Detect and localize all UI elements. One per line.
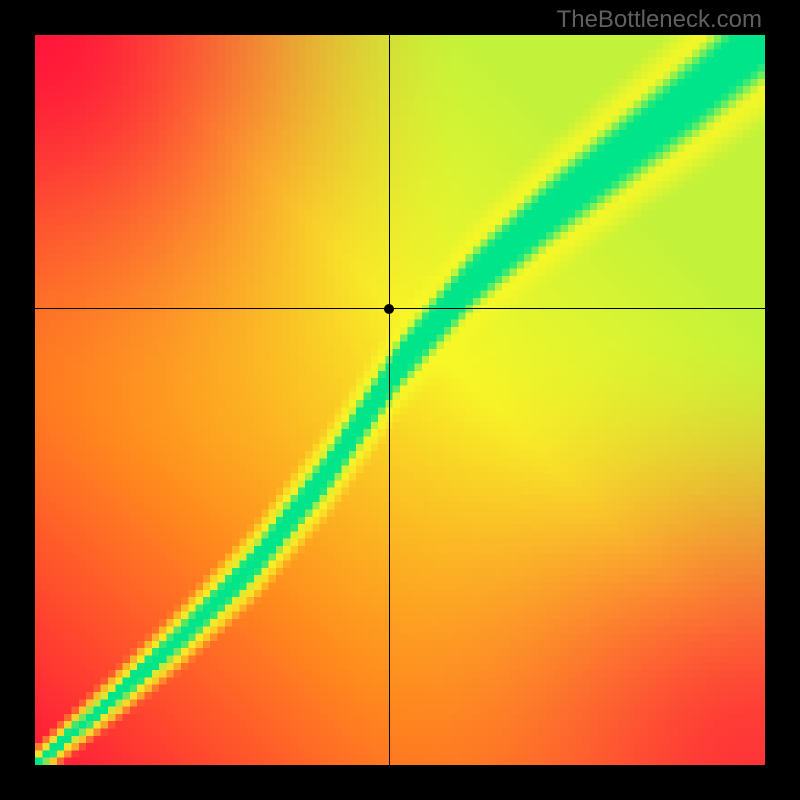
heatmap-canvas: [35, 35, 765, 765]
crosshair-vertical: [389, 35, 390, 765]
plot-area: [35, 35, 765, 765]
crosshair-marker: [384, 304, 394, 314]
crosshair-horizontal: [35, 308, 765, 309]
watermark-text: TheBottleneck.com: [557, 6, 762, 34]
